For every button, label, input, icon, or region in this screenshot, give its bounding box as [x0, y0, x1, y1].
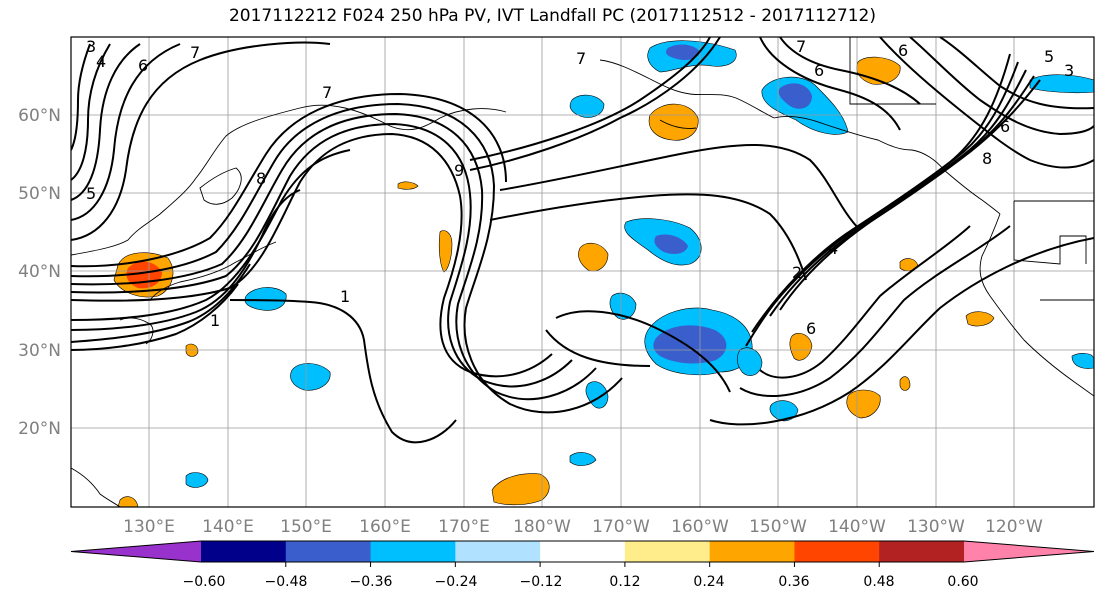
contour-label: 7	[796, 37, 806, 56]
shading-layer	[113, 40, 1094, 507]
colorbar-segment	[540, 541, 626, 562]
contour-label: 2	[792, 263, 802, 282]
colorbar-tick-label: 0.24	[693, 574, 724, 590]
contour-label: 5	[86, 184, 96, 203]
shade-negative-strong	[778, 83, 812, 109]
contour-label: 9	[454, 161, 464, 180]
shade-negative	[769, 400, 799, 422]
colorbar-tick-label: −0.36	[350, 574, 393, 590]
colorbar-segment	[879, 541, 965, 562]
lat-label-20n: 20°N	[18, 419, 61, 439]
contour-label: 7	[190, 43, 200, 62]
lon-label: 140°W	[828, 517, 886, 537]
contour-label: 5	[1044, 47, 1054, 66]
colorbar-tick-label: −0.12	[520, 574, 563, 590]
lon-label: 180°W	[513, 517, 571, 537]
shade-positive	[578, 242, 609, 272]
colorbar-tick-label: 0.60	[947, 574, 978, 590]
colorbar-extend-low	[71, 541, 201, 562]
graticule	[71, 37, 1094, 507]
lon-label: 170°W	[592, 517, 650, 537]
colorbar-segment	[285, 541, 372, 562]
map-frame	[70, 36, 1095, 508]
contour-label: 4	[96, 52, 106, 71]
colorbar-tick-label: −0.60	[183, 574, 226, 590]
colorbar	[70, 540, 1095, 567]
contour-label: 3	[86, 37, 96, 56]
contour-label: 6	[138, 56, 148, 75]
colorbar-outline	[70, 540, 1095, 563]
colorbar-segment	[370, 541, 456, 562]
contour-label: 1	[340, 287, 350, 306]
shade-positive	[899, 376, 911, 391]
colorbar-segment	[624, 541, 711, 562]
shade-positive	[117, 496, 139, 507]
lon-label: 150°W	[749, 517, 807, 537]
contour-label: 1	[210, 311, 220, 330]
pv-contours	[71, 37, 1094, 444]
lon-label: 170°E	[438, 517, 490, 537]
contour-label: 8	[256, 169, 266, 188]
lon-label: 160°W	[671, 517, 729, 537]
shade-negative-strong	[653, 325, 727, 364]
colorbar-tick-labels: −0.60 −0.48 −0.36 −0.24 −0.12 0.12 0.24 …	[183, 574, 979, 590]
colorbar-segment	[709, 541, 795, 562]
contour-label: 3	[1064, 61, 1074, 80]
colorbar-tick-label: 0.36	[778, 574, 809, 590]
shade-negative	[569, 452, 597, 466]
lon-label: 150°E	[280, 517, 332, 537]
contour-label: 6	[806, 319, 816, 338]
lat-label-50n: 50°N	[18, 184, 61, 204]
lon-label: 130°E	[123, 517, 175, 537]
contour-labels: 3 4 5 6 7 7 6 7 5 8 9 8 7 6 3 2 1 1 4 6 …	[86, 37, 1074, 338]
colorbar-tick-label: −0.48	[265, 574, 308, 590]
shade-negative	[736, 347, 763, 376]
colorbar-tick-label: 0.12	[609, 574, 640, 590]
colorbar-tick-label: 0.48	[863, 574, 894, 590]
contour-label: 4	[828, 239, 838, 258]
lat-label-30n: 30°N	[18, 341, 61, 361]
lat-labels: 60°N 50°N 40°N 30°N 20°N	[18, 106, 61, 439]
shade-positive	[491, 473, 550, 506]
lat-label-40n: 40°N	[18, 262, 61, 282]
shade-negative	[569, 94, 605, 118]
shade-positive	[648, 103, 699, 141]
map-title: 2017112212 F024 250 hPa PV, IVT Landfall…	[228, 6, 876, 26]
contour-label: 6	[1000, 117, 1010, 136]
shade-negative	[1071, 353, 1094, 369]
shade-positive	[438, 230, 453, 273]
contour-label: 8	[982, 149, 992, 168]
colorbar-segment	[794, 541, 880, 562]
shade-negative	[1029, 74, 1094, 94]
shade-positive	[846, 389, 881, 419]
lon-label: 140°E	[202, 517, 254, 537]
shade-positive	[789, 333, 813, 361]
contour-label: 7	[322, 83, 332, 102]
lon-labels: 130°E 140°E 150°E 160°E 170°E 180°W 170°…	[123, 517, 1043, 537]
colorbar-segment	[201, 541, 287, 562]
lon-label: 120°W	[985, 517, 1043, 537]
colorbar-segment	[455, 541, 541, 562]
shade-negative	[290, 363, 331, 391]
lon-label: 130°W	[907, 517, 965, 537]
shade-negative	[185, 472, 209, 488]
contour-label: 7	[576, 49, 586, 68]
shade-positive	[965, 311, 995, 327]
shade-negative	[244, 287, 287, 311]
shade-positive	[397, 181, 419, 190]
colorbar-tick-label: −0.24	[435, 574, 478, 590]
shade-negative-strong	[654, 234, 688, 254]
lon-label: 160°E	[359, 517, 411, 537]
colorbar-extend-high	[964, 541, 1094, 562]
contour-label: 6	[898, 41, 908, 60]
contour-label: 6	[814, 61, 824, 80]
shade-negative-strong	[666, 44, 700, 60]
lat-label-60n: 60°N	[18, 106, 61, 126]
